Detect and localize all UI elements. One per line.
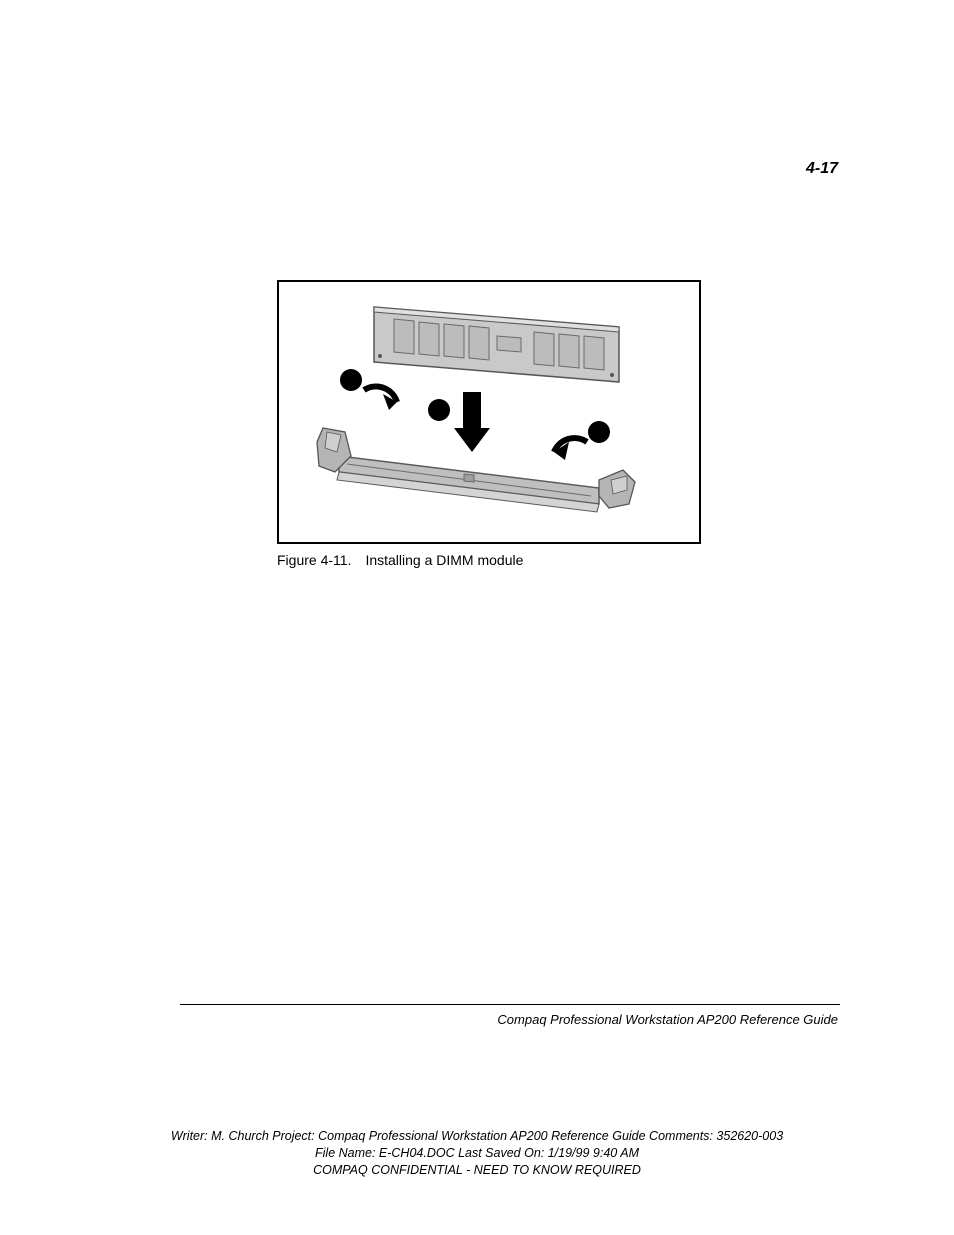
left-callout: [340, 369, 397, 410]
document-meta: Writer: M. Church Project: Compaq Profes…: [0, 1128, 954, 1179]
footer-rule: [180, 1004, 840, 1005]
center-callout: [428, 392, 490, 452]
page-number: 4-17: [806, 160, 838, 178]
meta-line-3: COMPAQ CONFIDENTIAL - NEED TO KNOW REQUI…: [0, 1162, 954, 1179]
footer-title: Compaq Professional Workstation AP200 Re…: [497, 1012, 838, 1027]
meta-line-1: Writer: M. Church Project: Compaq Profes…: [0, 1128, 954, 1145]
figure-illustration: [277, 280, 701, 544]
figure-caption: Figure 4-11. Installing a DIMM module: [277, 552, 523, 568]
figure-number: Figure 4-11.: [277, 552, 351, 568]
right-latch: [599, 470, 635, 508]
figure-caption-text: Installing a DIMM module: [365, 552, 523, 568]
dimm-module: [374, 307, 619, 382]
right-callout: [554, 421, 610, 460]
meta-line-2: File Name: E-CH04.DOC Last Saved On: 1/1…: [0, 1145, 954, 1162]
